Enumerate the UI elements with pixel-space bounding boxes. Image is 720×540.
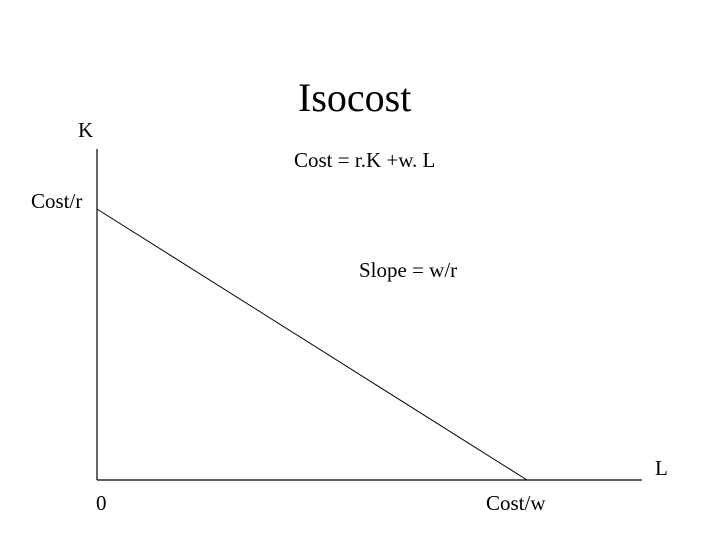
cost-equation: Cost = r.K +w. L [294,148,436,172]
isocost-line [96,208,528,481]
diagram-title: Isocost [298,75,412,120]
x-intercept-label: Cost/w [486,491,546,515]
k-axis-label: K [78,118,94,142]
y-intercept-label: Cost/r [31,189,83,213]
origin-label: 0 [96,491,107,515]
slope-label: Slope = w/r [359,258,458,282]
l-axis-label: L [655,456,668,480]
